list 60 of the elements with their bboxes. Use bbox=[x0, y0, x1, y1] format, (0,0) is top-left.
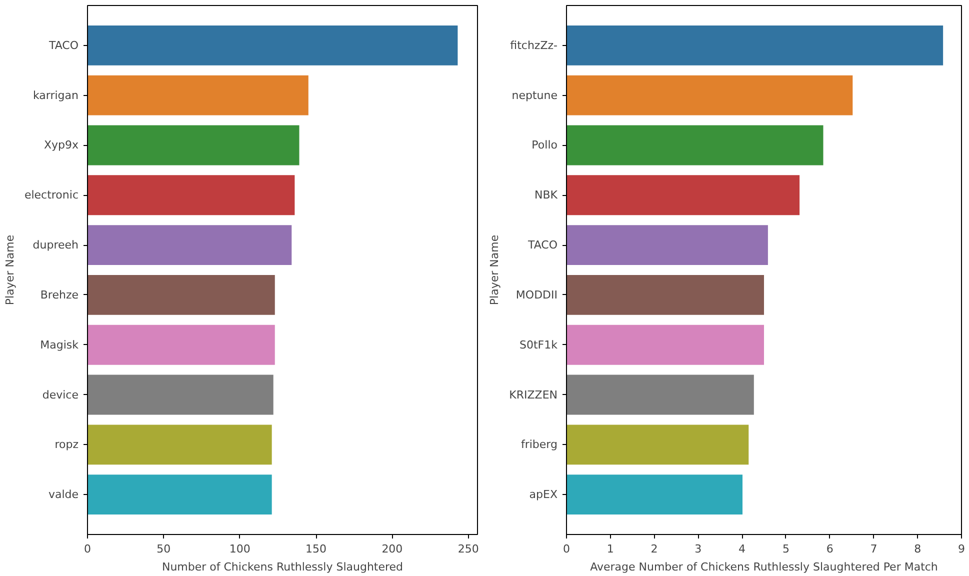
bar bbox=[566, 274, 764, 315]
y-tick-label: KRIZZEN bbox=[509, 388, 558, 402]
y-tick-label: Pollo bbox=[532, 138, 558, 152]
y-tick-label: device bbox=[42, 388, 79, 402]
bar bbox=[566, 25, 944, 66]
bar bbox=[566, 125, 824, 166]
y-tick-label: valde bbox=[48, 488, 79, 502]
x-tick-label: 50 bbox=[156, 542, 171, 556]
y-tick-label: friberg bbox=[520, 438, 558, 452]
x-tick-label: 0 bbox=[84, 542, 91, 556]
bar bbox=[566, 75, 853, 116]
y-tick-label: TACO bbox=[48, 38, 79, 52]
x-tick-label: 250 bbox=[458, 542, 479, 556]
y-tick-label: S0tF1k bbox=[520, 338, 558, 352]
x-tick-label: 8 bbox=[914, 542, 922, 556]
x-tick-label: 3 bbox=[694, 542, 702, 556]
bar bbox=[566, 424, 749, 465]
y-tick-label: TACO bbox=[526, 238, 558, 252]
bar bbox=[566, 374, 754, 415]
x-tick-label: 1 bbox=[606, 542, 614, 556]
y-axis-title: Player Name bbox=[488, 234, 502, 306]
y-tick-label: Magisk bbox=[40, 338, 80, 352]
y-tick-label: dupreeh bbox=[32, 238, 79, 252]
bar bbox=[88, 274, 275, 315]
y-tick-label: neptune bbox=[512, 88, 558, 102]
y-tick-label: Brehze bbox=[40, 288, 79, 302]
bar bbox=[88, 225, 292, 266]
y-tick-label: electronic bbox=[24, 188, 79, 202]
y-tick-label: MODDII bbox=[516, 288, 558, 302]
bar bbox=[566, 175, 800, 216]
x-tick-label: 9 bbox=[958, 542, 965, 556]
y-tick-label: fitchzZz- bbox=[510, 38, 558, 52]
bar bbox=[88, 125, 300, 166]
bar bbox=[88, 175, 295, 216]
bar bbox=[88, 474, 272, 515]
x-tick-label: 5 bbox=[782, 542, 790, 556]
bar bbox=[566, 474, 742, 515]
y-tick-label: apEX bbox=[529, 488, 558, 502]
x-axis-title: Average Number of Chickens Ruthlessly Slaughtered Per Match bbox=[590, 560, 938, 574]
x-tick-label: 100 bbox=[229, 542, 250, 556]
bar bbox=[88, 324, 275, 365]
bar bbox=[566, 225, 768, 266]
x-tick-label: 150 bbox=[306, 542, 327, 556]
x-tick-label: 2 bbox=[650, 542, 658, 556]
x-axis-title: Number of Chickens Ruthlessly Slaughtered bbox=[162, 560, 404, 574]
y-tick-label: Xyp9x bbox=[44, 138, 79, 152]
y-tick-label: ropz bbox=[54, 438, 79, 452]
bar bbox=[88, 374, 274, 415]
y-tick-label: NBK bbox=[534, 188, 558, 202]
bar bbox=[566, 324, 764, 365]
x-tick-label: 6 bbox=[826, 542, 834, 556]
x-tick-label: 7 bbox=[870, 542, 878, 556]
y-axis-title: Player Name bbox=[3, 234, 16, 306]
x-tick-label: 0 bbox=[563, 542, 570, 556]
bar bbox=[88, 25, 458, 66]
x-tick-label: 200 bbox=[382, 542, 403, 556]
bar bbox=[88, 424, 272, 465]
x-tick-label: 4 bbox=[738, 542, 746, 556]
y-tick-label: karrigan bbox=[32, 88, 79, 102]
bar bbox=[88, 75, 308, 116]
